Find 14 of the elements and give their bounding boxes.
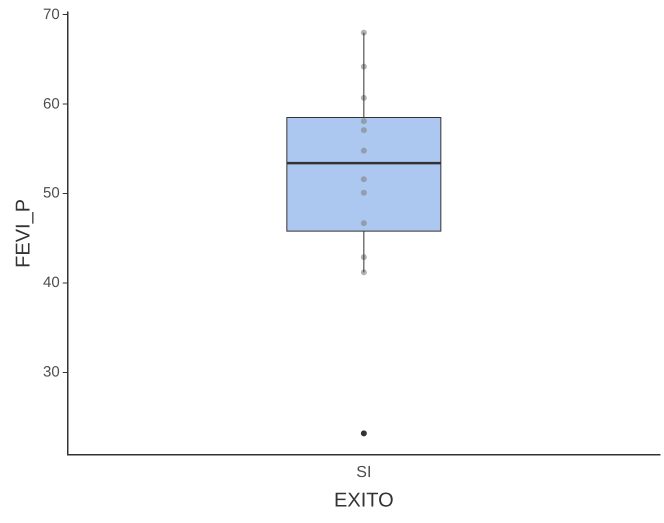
point	[360, 176, 367, 182]
point	[360, 127, 367, 134]
point	[360, 118, 367, 124]
y-tick-label: 30	[42, 364, 60, 381]
point	[360, 148, 367, 154]
x-axis-title: EXITO	[334, 490, 394, 512]
point	[360, 190, 367, 196]
y-tick-label: 40	[42, 274, 60, 292]
y-tick-label: 50	[42, 184, 60, 202]
x-tick-label: SI	[356, 464, 372, 481]
y-axis-title: FEVI_P	[12, 198, 35, 268]
point	[360, 220, 367, 226]
y-tick-label: 70	[42, 6, 60, 23]
y-tick-label: 60	[42, 95, 60, 112]
